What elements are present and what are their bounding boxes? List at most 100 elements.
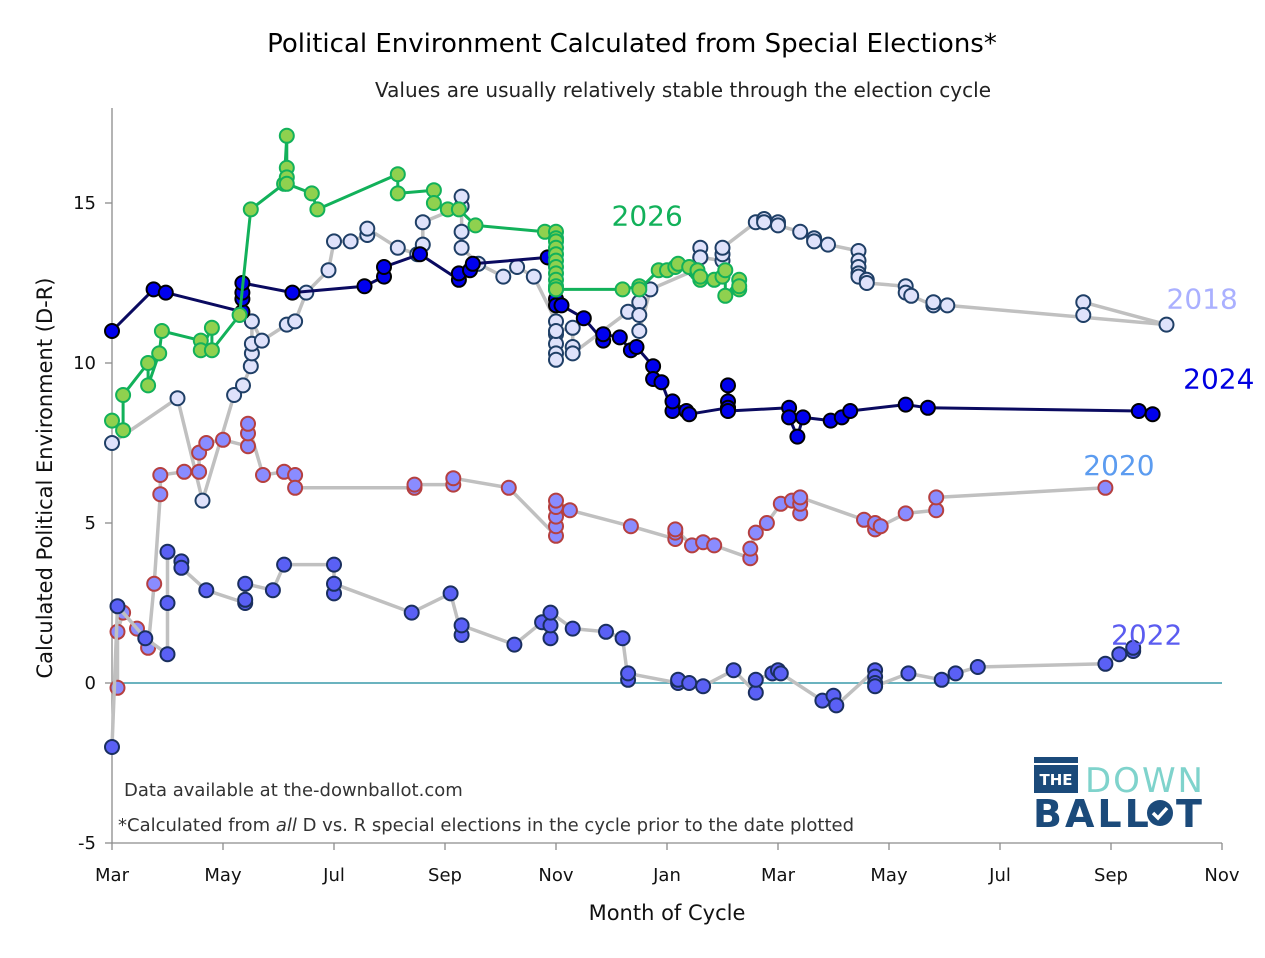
data-point-2022 bbox=[506, 636, 523, 653]
data-point-2018 bbox=[414, 214, 431, 231]
data-point-2022 bbox=[442, 585, 459, 602]
data-point-2026 bbox=[153, 323, 170, 339]
data-point-2022 bbox=[1125, 639, 1142, 656]
data-point-2022 bbox=[326, 556, 342, 573]
data-point-2018 bbox=[287, 313, 304, 330]
logo-down: DOWN bbox=[1085, 761, 1205, 801]
data-point-2020 bbox=[1097, 479, 1114, 496]
data-point-2024 bbox=[157, 284, 174, 301]
data-point-2018 bbox=[320, 262, 337, 279]
data-point-2018 bbox=[564, 319, 581, 336]
data-point-2020 bbox=[255, 467, 271, 483]
chart-title: Political Environment Calculated from Sp… bbox=[267, 29, 997, 59]
data-point-2018 bbox=[714, 239, 731, 256]
data-point-2020 bbox=[198, 435, 215, 451]
data-point-2026 bbox=[231, 307, 248, 323]
logo-the: THE bbox=[1039, 771, 1072, 789]
data-point-2022 bbox=[933, 671, 950, 688]
data-point-2020 bbox=[176, 463, 193, 480]
data-point-2024 bbox=[412, 246, 428, 263]
data-point-2026 bbox=[717, 287, 734, 304]
data-point-2018 bbox=[756, 214, 773, 231]
data-point-2022 bbox=[620, 665, 637, 682]
data-point-2018 bbox=[235, 377, 251, 394]
data-point-2024 bbox=[897, 396, 914, 413]
data-point-2026 bbox=[731, 278, 748, 295]
chart-subtitle: Values are usually relatively stable thr… bbox=[375, 78, 991, 102]
data-point-2024 bbox=[681, 406, 698, 423]
data-point-2022 bbox=[109, 598, 126, 615]
logo-ballot-end: T bbox=[1176, 792, 1205, 836]
data-point-2018 bbox=[169, 390, 186, 407]
data-point-2020 bbox=[548, 492, 564, 509]
data-point-2022 bbox=[159, 646, 176, 663]
data-point-2018 bbox=[194, 492, 211, 509]
data-point-2022 bbox=[137, 630, 154, 647]
data-point-2024 bbox=[575, 310, 592, 327]
data-point-2024 bbox=[919, 399, 936, 416]
downballot-logo: THE DOWN BALL T bbox=[1033, 757, 1205, 836]
data-point-2024 bbox=[842, 403, 859, 419]
footnote-prefix: *Calculated from bbox=[118, 815, 276, 836]
data-point-2022 bbox=[276, 556, 293, 573]
data-point-2018 bbox=[939, 297, 956, 314]
x-tick-label: Jul bbox=[988, 865, 1011, 886]
data-point-2022 bbox=[403, 604, 420, 621]
data-point-2018 bbox=[342, 233, 359, 250]
data-point-2026 bbox=[389, 185, 406, 202]
data-source-note: Data available at the-downballot.com bbox=[124, 780, 463, 801]
data-point-2020 bbox=[406, 476, 423, 493]
data-point-2022 bbox=[598, 623, 614, 640]
series-label-2024: 2024 bbox=[1183, 363, 1254, 396]
data-point-2026 bbox=[242, 201, 259, 218]
data-point-2020 bbox=[240, 415, 256, 432]
data-point-2022 bbox=[969, 659, 986, 675]
data-point-2022 bbox=[542, 604, 559, 621]
data-point-2018 bbox=[389, 239, 406, 256]
data-point-2024 bbox=[376, 259, 392, 275]
data-point-2020 bbox=[747, 524, 764, 541]
data-point-2020 bbox=[215, 431, 231, 448]
y-tick-label: 5 bbox=[85, 513, 96, 534]
data-point-2018 bbox=[243, 313, 260, 330]
data-point-2026 bbox=[203, 342, 220, 359]
data-point-2022 bbox=[695, 678, 712, 695]
data-point-2024 bbox=[720, 403, 736, 419]
data-point-2024 bbox=[1144, 406, 1161, 423]
data-point-2018 bbox=[453, 188, 470, 205]
ballot-box-lid bbox=[1034, 757, 1078, 763]
data-point-2022 bbox=[564, 620, 581, 637]
data-point-2026 bbox=[115, 422, 132, 439]
data-point-2024 bbox=[284, 284, 301, 301]
data-point-2022 bbox=[326, 575, 342, 592]
x-tick-label: Mar bbox=[95, 865, 130, 886]
ballot-box-icon bbox=[1034, 765, 1078, 793]
data-point-2026 bbox=[467, 217, 484, 234]
data-point-2018 bbox=[359, 220, 376, 237]
x-tick-label: Nov bbox=[538, 865, 573, 886]
data-point-2024 bbox=[464, 255, 481, 272]
series-2026 bbox=[104, 127, 748, 439]
data-point-2024 bbox=[1130, 403, 1147, 419]
data-point-2024 bbox=[104, 323, 120, 339]
data-point-2024 bbox=[789, 428, 806, 445]
data-point-2026 bbox=[203, 319, 220, 336]
x-tick-label: Jul bbox=[322, 865, 345, 886]
data-point-2020 bbox=[500, 479, 517, 496]
data-point-2022 bbox=[237, 575, 254, 592]
data-point-2026 bbox=[425, 195, 442, 211]
x-tick-label: May bbox=[204, 865, 242, 886]
data-point-2022 bbox=[867, 678, 884, 695]
data-point-2018 bbox=[525, 268, 542, 285]
data-point-2022 bbox=[1097, 655, 1114, 672]
data-point-2020 bbox=[792, 489, 809, 506]
data-point-2026 bbox=[389, 166, 406, 183]
data-point-2020 bbox=[758, 515, 775, 531]
data-point-2026 bbox=[140, 377, 157, 394]
data-point-2018 bbox=[1075, 307, 1092, 323]
series-label-2022: 2022 bbox=[1111, 619, 1182, 652]
data-point-2022 bbox=[828, 697, 845, 714]
data-point-2018 bbox=[925, 294, 942, 311]
data-point-2020 bbox=[872, 518, 889, 535]
data-point-2022 bbox=[725, 662, 742, 679]
